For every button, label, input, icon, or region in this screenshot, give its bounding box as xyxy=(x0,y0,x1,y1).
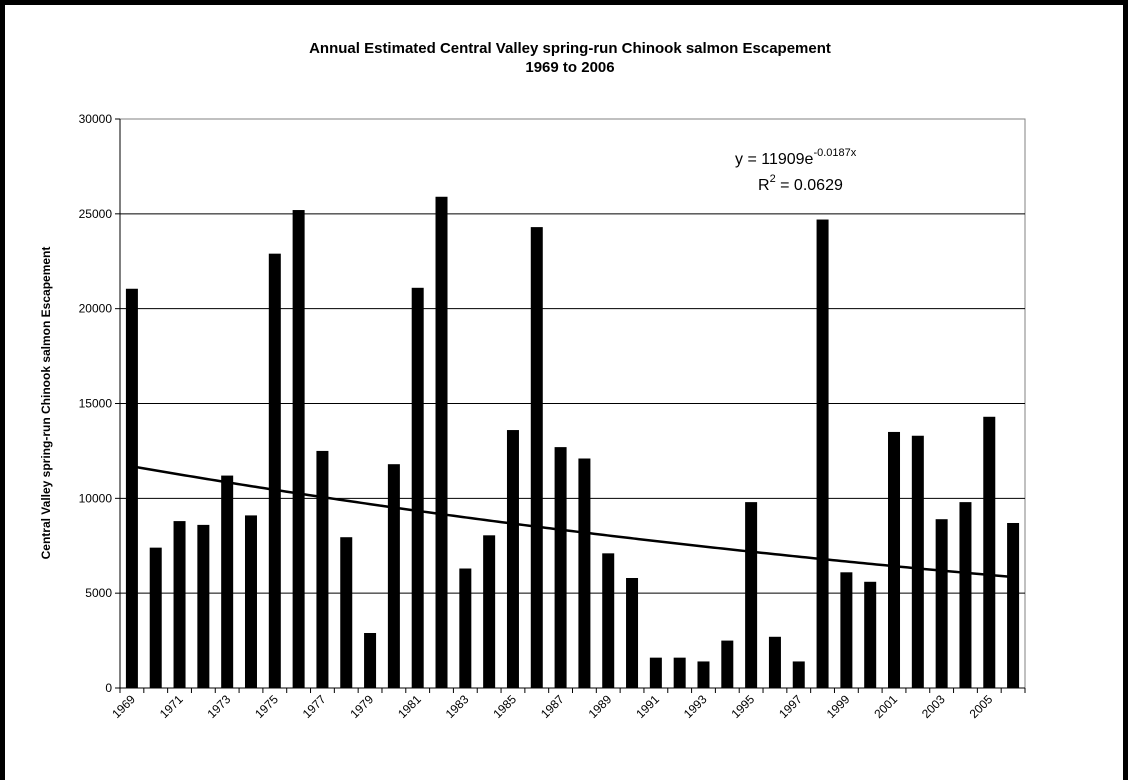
bar xyxy=(459,568,472,688)
bar xyxy=(792,661,805,688)
bar xyxy=(673,657,686,688)
bar xyxy=(935,519,948,688)
bar xyxy=(1007,522,1020,688)
trend-equation: y = 11909e-0.0187x xyxy=(735,147,857,168)
bar xyxy=(125,288,138,688)
bar xyxy=(626,577,639,688)
chart-title: Annual Estimated Central Valley spring-r… xyxy=(309,40,831,57)
chart-subtitle: 1969 to 2006 xyxy=(525,59,614,76)
equation-exponent: -0.0187x xyxy=(813,147,856,159)
bar xyxy=(149,547,162,688)
bar xyxy=(340,537,353,688)
y-tick-label: 20000 xyxy=(79,302,113,316)
bar xyxy=(387,464,400,688)
bar xyxy=(173,521,186,688)
y-tick-label: 30000 xyxy=(79,112,113,126)
bar xyxy=(745,502,758,688)
bar xyxy=(364,632,377,688)
bar xyxy=(768,636,781,688)
bar xyxy=(316,450,329,688)
bar xyxy=(721,640,734,688)
bar xyxy=(888,431,901,688)
bar xyxy=(578,458,591,688)
y-tick-label: 0 xyxy=(105,681,112,695)
trendline xyxy=(131,465,1014,579)
bar xyxy=(959,502,972,688)
bar xyxy=(483,535,496,688)
bar xyxy=(911,435,924,688)
bar xyxy=(435,196,448,688)
y-tick-label: 25000 xyxy=(79,207,113,221)
bar xyxy=(268,253,281,688)
bar xyxy=(244,515,257,688)
bar xyxy=(292,210,305,689)
bar xyxy=(983,416,996,688)
bar xyxy=(221,475,234,688)
bar xyxy=(197,524,210,688)
y-tick-label: 10000 xyxy=(79,491,113,505)
bar xyxy=(411,287,424,688)
bar xyxy=(697,661,710,688)
bar xyxy=(554,447,567,688)
r2-symbol: R xyxy=(758,177,770,194)
trend-r2: R2 = 0.0629 xyxy=(758,173,843,194)
bar xyxy=(602,553,615,688)
bar xyxy=(649,657,662,688)
equation-base: y = 11909e xyxy=(735,151,814,168)
r2-value: = 0.0629 xyxy=(776,177,843,194)
bar xyxy=(840,572,853,688)
y-tick-label: 5000 xyxy=(85,586,112,600)
y-axis-label: Central Valley spring-run Chinook salmon… xyxy=(39,247,53,560)
bar xyxy=(530,227,543,689)
bar xyxy=(506,430,519,688)
y-tick-label: 15000 xyxy=(79,397,113,411)
bar xyxy=(816,219,829,689)
bar xyxy=(864,581,877,688)
r2-power: 2 xyxy=(770,173,776,185)
